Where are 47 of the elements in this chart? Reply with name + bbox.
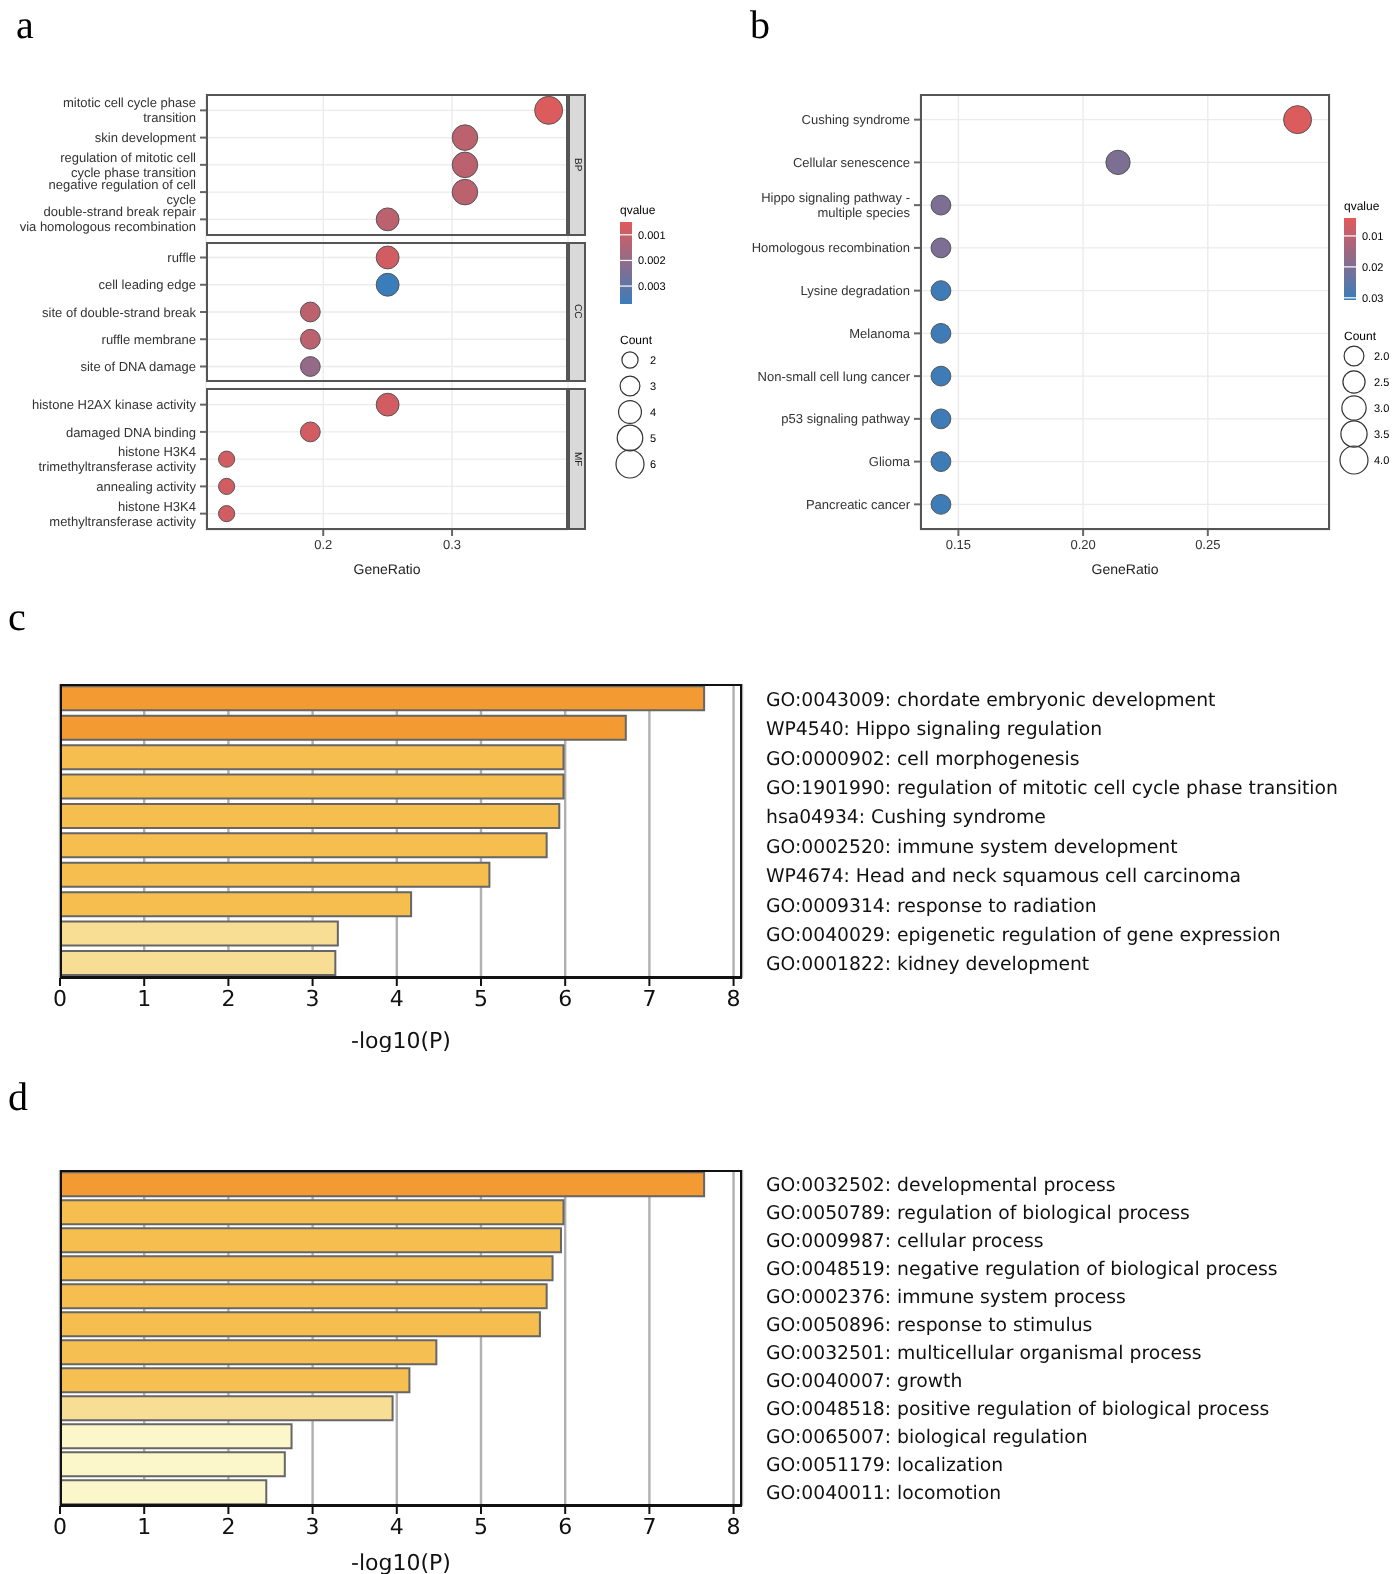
y-tick-label: GO:0043009: chordate embryonic development — [766, 689, 1217, 712]
x-tick-label: 6 — [558, 1513, 573, 1540]
chart-title: c — [8, 596, 26, 642]
x-tick-label: 1 — [137, 985, 152, 1012]
chart-title: d — [8, 1076, 28, 1122]
y-tick-label: GO:0048519: negative regulation of biological process — [766, 1259, 1278, 1281]
bar — [60, 685, 706, 712]
y-tick-label: GO:1901990: regulation of mitotic cell cycle phase transition — [766, 777, 1339, 800]
x-tick-label: 2 — [221, 1513, 236, 1540]
y-tick-label: GO:0009987: cellular process — [766, 1231, 1044, 1253]
x-tick-label: 3 — [305, 1513, 320, 1540]
x-tick-label: 6 — [558, 985, 573, 1012]
y-tick-label: hsa04934: Cushing syndrome — [766, 807, 1047, 830]
y-tick-label: WP4674: Head and neck squamous cell carcinoma — [766, 866, 1241, 889]
y-tick-label: GO:0050896: response to stimulus — [766, 1315, 1093, 1337]
y-tick-label: GO:0048518: positive regulation of biological process — [766, 1399, 1270, 1421]
x-tick-label: 7 — [642, 985, 657, 1012]
x-tick-label: 5 — [473, 1513, 488, 1540]
x-tick-label: 3 — [305, 985, 320, 1012]
y-tick-label: GO:0040029: epigenetic regulation of gene expression — [766, 924, 1281, 947]
y-tick-label: GO:0009314: response to radiation — [766, 895, 1097, 918]
y-tick-label: GO:0051179: localization — [766, 1455, 1004, 1477]
x-axis-title: -log10(P) — [351, 1028, 451, 1054]
x-tick-label: 4 — [389, 1513, 404, 1540]
y-tick-label: GO:0040007: growth — [766, 1371, 963, 1393]
x-axis-title: -log10(P) — [351, 1550, 451, 1574]
x-tick-label: 5 — [473, 985, 488, 1012]
x-tick-label: 7 — [642, 1513, 657, 1540]
y-tick-label: GO:0065007: biological regulation — [766, 1427, 1088, 1449]
x-tick-label: 4 — [389, 985, 404, 1012]
x-tick-label: 2 — [221, 985, 236, 1012]
x-tick-label: 0 — [53, 985, 67, 1012]
chart-title: b — [750, 4, 770, 50]
y-tick-label: GO:0000902: cell morphogenesis — [766, 748, 1080, 771]
y-tick-label: WP4540: Hippo signaling regulation — [766, 719, 1103, 742]
y-tick-label: GO:0040011: locomotion — [766, 1483, 1002, 1505]
chart-title: a — [16, 4, 34, 50]
x-tick-label: 1 — [137, 1513, 152, 1540]
y-tick-label: GO:0002376: immune system process — [766, 1287, 1127, 1309]
y-tick-label: GO:0002520: immune system development — [766, 836, 1179, 859]
y-tick-label: GO:0032502: developmental process — [766, 1175, 1116, 1197]
x-tick-label: 8 — [726, 1513, 741, 1540]
y-tick-label: GO:0032501: multicellular organismal process — [766, 1343, 1202, 1365]
x-tick-label: 8 — [726, 985, 741, 1012]
x-tick-label: 0 — [53, 1513, 67, 1540]
y-tick-label: GO:0001822: kidney development — [766, 954, 1090, 977]
y-tick-label: GO:0050789: regulation of biological process — [766, 1203, 1190, 1225]
